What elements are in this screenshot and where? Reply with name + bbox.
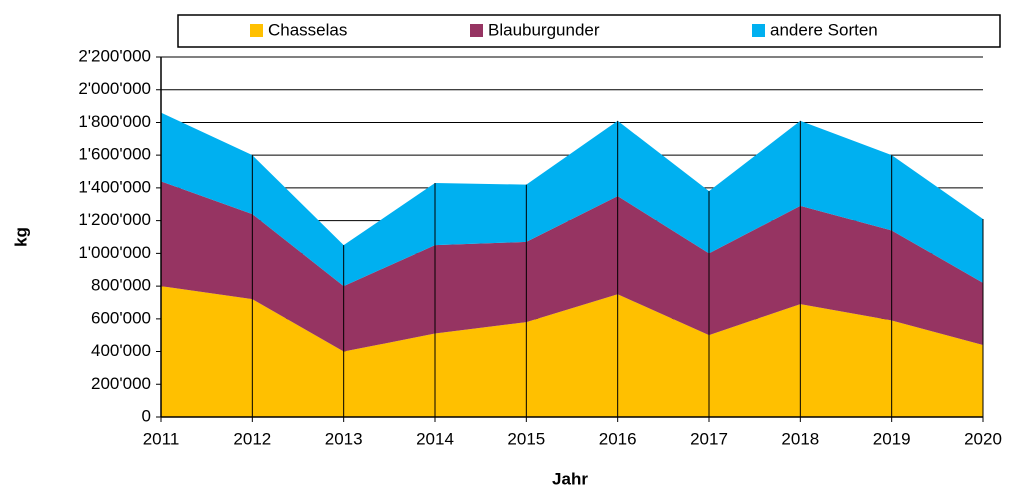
y-tick-label: 0 xyxy=(142,406,151,425)
x-tick-label: 2016 xyxy=(599,429,637,448)
y-tick-label: 400'000 xyxy=(91,341,151,360)
area xyxy=(161,112,983,287)
x-tick-label: 2020 xyxy=(964,429,1002,448)
x-axis-title: Jahr xyxy=(552,469,588,488)
x-tick-label: 2015 xyxy=(507,429,545,448)
legend-label: Chasselas xyxy=(268,20,347,39)
x-tick-label: 2019 xyxy=(873,429,911,448)
y-tick-label: 1'600'000 xyxy=(78,145,151,164)
legend-swatch xyxy=(250,24,263,37)
x-tick-label: 2017 xyxy=(690,429,728,448)
y-tick-label: 1'000'000 xyxy=(78,243,151,262)
legend-label: Blauburgunder xyxy=(488,20,600,39)
y-tick-label: 200'000 xyxy=(91,374,151,393)
y-tick-label: 1'400'000 xyxy=(78,177,151,196)
y-tick-label: 600'000 xyxy=(91,308,151,327)
y-tick-label: 1'800'000 xyxy=(78,112,151,131)
y-tick-label: 2'200'000 xyxy=(78,46,151,65)
y-tick-label: 1'200'000 xyxy=(78,210,151,229)
x-tick-label: 2018 xyxy=(781,429,819,448)
x-tick-label: 2014 xyxy=(416,429,454,448)
legend-box xyxy=(177,14,1001,48)
x-tick-label: 2011 xyxy=(143,429,180,448)
legend-swatch xyxy=(470,24,483,37)
legend-swatch xyxy=(752,24,765,37)
y-axis-title: kg xyxy=(11,227,30,247)
y-tick-label: 800'000 xyxy=(91,276,151,295)
area xyxy=(161,181,983,352)
x-tick-label: 2013 xyxy=(325,429,363,448)
y-tick-label: 2'000'000 xyxy=(78,79,151,98)
area xyxy=(161,286,983,417)
x-tick-label: 2012 xyxy=(233,429,271,448)
legend-label: andere Sorten xyxy=(770,20,878,39)
